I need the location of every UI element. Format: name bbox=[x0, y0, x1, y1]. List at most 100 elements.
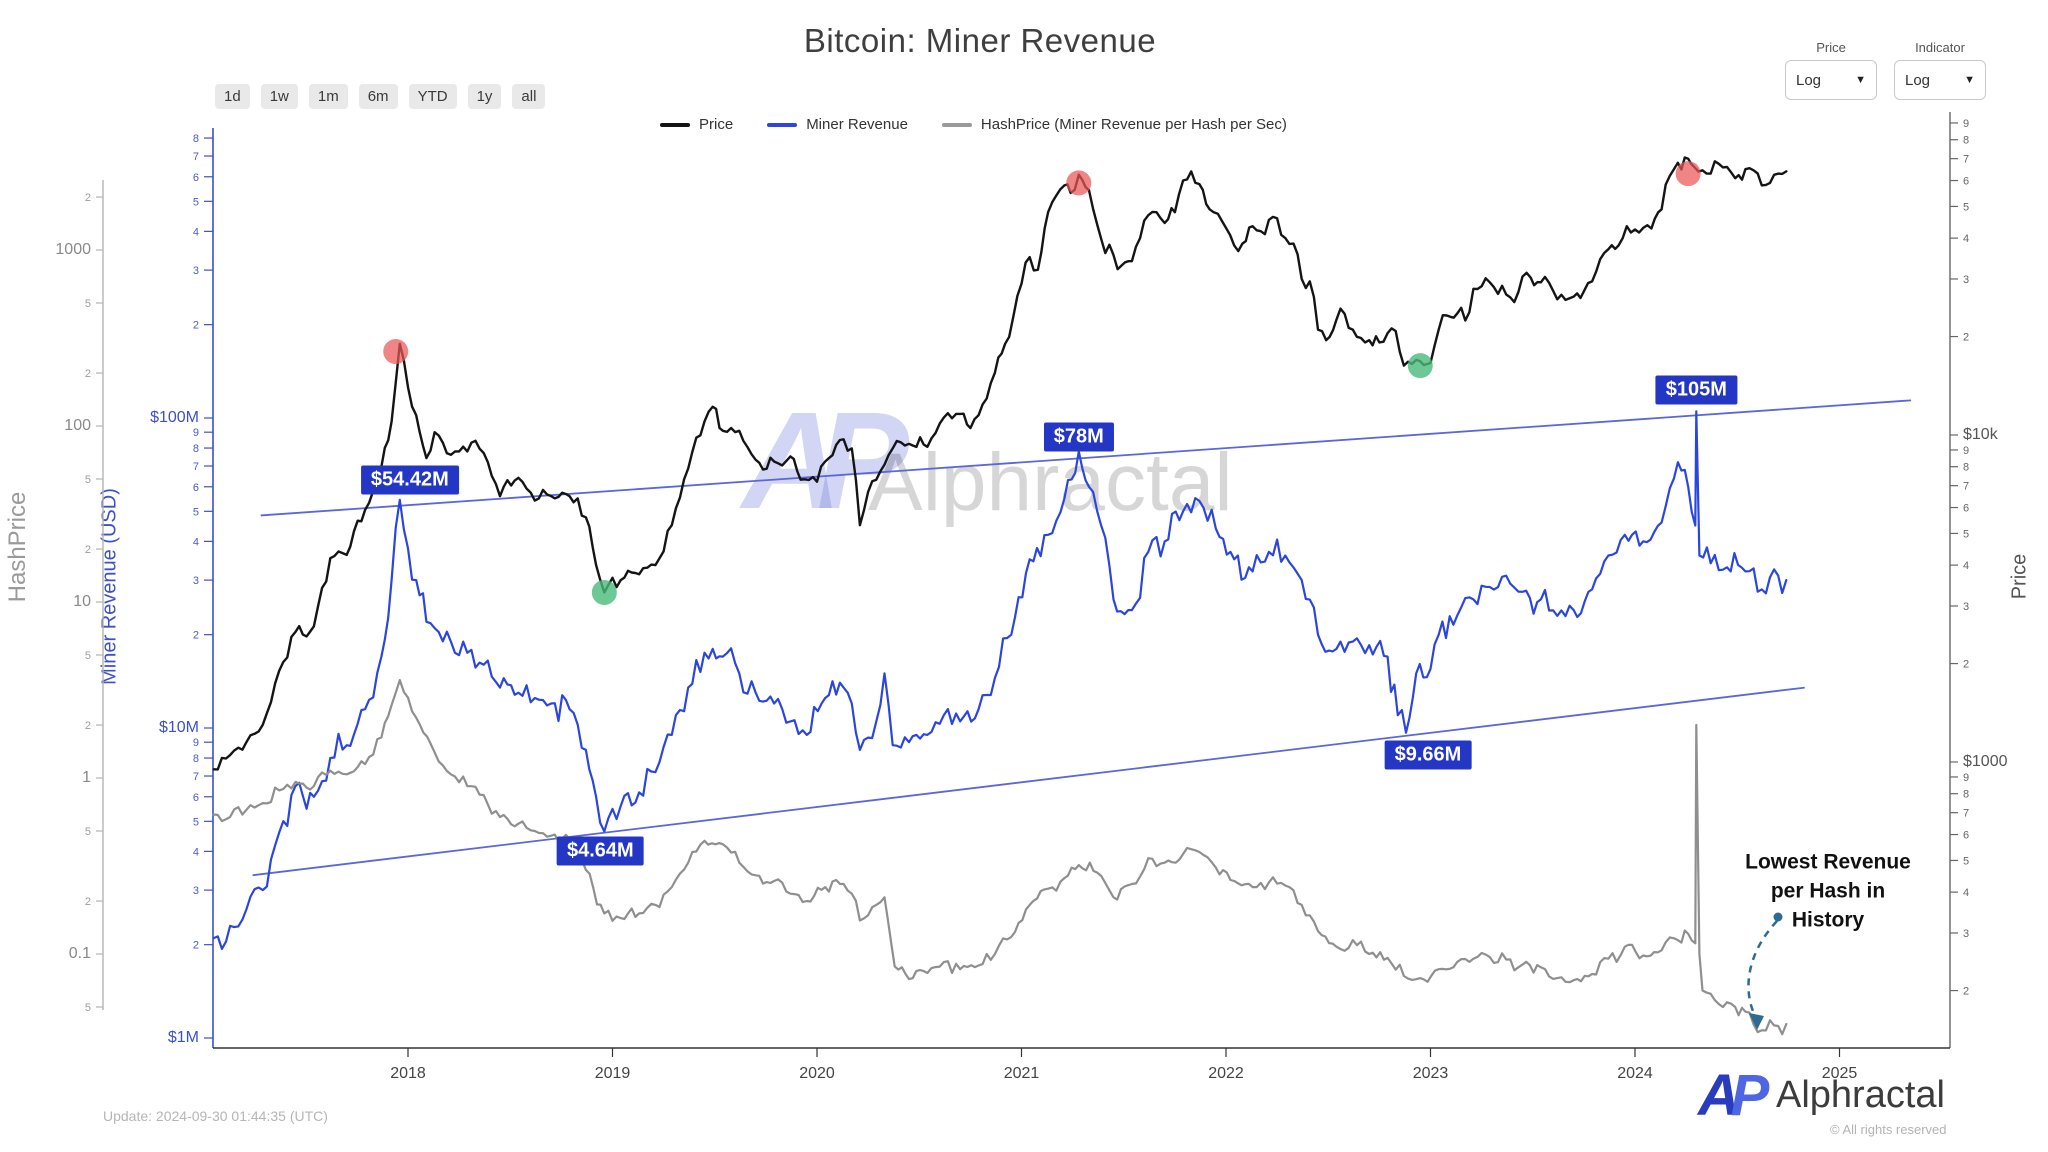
x-axis-tick-label: 2023 bbox=[1413, 1065, 1449, 1082]
axis-tick-label: 3 bbox=[193, 575, 199, 587]
axis-tick-label: 4 bbox=[193, 226, 199, 238]
legend-item-price[interactable]: Price bbox=[660, 116, 733, 133]
axis-tick-label: 6 bbox=[193, 792, 199, 804]
axis-tick-label: 2 bbox=[85, 544, 91, 556]
axis-tick-label: 6 bbox=[1963, 176, 1969, 188]
range-button-1w[interactable]: 1w bbox=[260, 84, 298, 109]
axis-tick-label: 9 bbox=[1963, 118, 1969, 130]
axis-tick-label: 1 bbox=[82, 769, 91, 786]
axis-tick-label: 6 bbox=[193, 172, 199, 184]
axis-tick-label: 3 bbox=[1963, 274, 1969, 286]
axis-tick-label: 8 bbox=[193, 133, 199, 145]
axis-tick-label: 5 bbox=[85, 826, 91, 838]
series-price bbox=[212, 156, 1788, 771]
indicator-scale-dropdown-group: Indicator Log ▼ bbox=[1894, 40, 1986, 100]
red-cycle-marker bbox=[383, 339, 409, 365]
axis-tick-label: 8 bbox=[1963, 462, 1969, 474]
trendline bbox=[260, 399, 1912, 517]
chart-legend: Price Miner Revenue HashPrice (Miner Reven… bbox=[660, 116, 1287, 133]
axis-tick-label: 3 bbox=[193, 265, 199, 277]
green-cycle-marker bbox=[1407, 353, 1433, 379]
axis-tick-label: 5 bbox=[85, 298, 91, 310]
chevron-down-icon: ▼ bbox=[1855, 74, 1866, 86]
axis-tick-label: 8 bbox=[193, 753, 199, 765]
price-scale-value: Log bbox=[1796, 71, 1822, 89]
x-axis-tick-label: 2025 bbox=[1822, 1065, 1858, 1082]
axis-tick-label: $10k bbox=[1963, 426, 1999, 443]
price-scale-select[interactable]: Log ▼ bbox=[1785, 60, 1877, 100]
axis-tick-label: 7 bbox=[193, 771, 199, 783]
range-button-ytd[interactable]: YTD bbox=[408, 84, 457, 109]
axis-tick-label: 9 bbox=[1963, 445, 1969, 457]
range-button-all[interactable]: all bbox=[512, 84, 546, 109]
axis-tick-label: 5 bbox=[85, 650, 91, 662]
axis-tick-label: 2 bbox=[85, 192, 91, 204]
brand-name: Alphractal bbox=[1776, 1074, 1945, 1116]
axis-tick-label: 5 bbox=[1963, 855, 1969, 867]
axis-tick-label: 5 bbox=[85, 1002, 91, 1014]
axis-tick-label: 2 bbox=[85, 896, 91, 908]
range-button-1y[interactable]: 1y bbox=[467, 84, 502, 109]
axis-tick-label: 2 bbox=[193, 320, 199, 332]
x-axis-tick-label: 2018 bbox=[390, 1065, 426, 1082]
axis-tick-label: 9 bbox=[193, 427, 199, 439]
axis-tick-label: 7 bbox=[193, 461, 199, 473]
axis-tick-label: 7 bbox=[1963, 154, 1969, 166]
range-button-1m[interactable]: 1m bbox=[308, 84, 348, 109]
legend-item-hashprice[interactable]: HashPrice (Miner Revenue per Hash per Se… bbox=[941, 116, 1287, 133]
range-button-1d[interactable]: 1d bbox=[215, 84, 250, 109]
price-dropdown-label: Price bbox=[1816, 40, 1846, 55]
axis-tick-label: 7 bbox=[193, 151, 199, 163]
axis-tick-label: 2 bbox=[85, 720, 91, 732]
x-axis-tick-label: 2019 bbox=[595, 1065, 631, 1082]
axis-tick-label: 6 bbox=[1963, 503, 1969, 515]
indicator-scale-select[interactable]: Log ▼ bbox=[1894, 60, 1986, 100]
axis-tick-label: 4 bbox=[193, 536, 199, 548]
axis-tick-label: 9 bbox=[1963, 772, 1969, 784]
axis-tick-label: 5 bbox=[193, 816, 199, 828]
axis-tick-label: 5 bbox=[85, 474, 91, 486]
axis-tick-label: 3 bbox=[1963, 601, 1969, 613]
green-cycle-marker bbox=[591, 579, 617, 605]
red-cycle-marker bbox=[1066, 170, 1092, 196]
axis-tick-label: 5 bbox=[1963, 201, 1969, 213]
axis-tick-label: 2 bbox=[85, 368, 91, 380]
axis-tick-label: 2 bbox=[1963, 659, 1969, 671]
axis-tick-label: 4 bbox=[1963, 560, 1969, 572]
x-axis-tick-label: 2022 bbox=[1208, 1065, 1244, 1082]
indicator-scale-value: Log bbox=[1905, 71, 1931, 89]
axis-tick-label: $100M bbox=[150, 409, 199, 426]
axis-tick-label: 5 bbox=[193, 506, 199, 518]
axis-tick-label: 4 bbox=[1963, 233, 1969, 245]
axis-tick-label: $1000 bbox=[1963, 753, 2008, 770]
axis-tick-label: 7 bbox=[1963, 808, 1969, 820]
axis-tick-label: 2 bbox=[193, 940, 199, 952]
arrow-head-icon bbox=[1749, 1013, 1764, 1030]
legend-label: HashPrice (Miner Revenue per Hash per Se… bbox=[980, 116, 1287, 133]
legend-swatch bbox=[767, 122, 798, 127]
axis-tick-label: 1000 bbox=[55, 241, 91, 258]
axis-tick-label: 9 bbox=[193, 737, 199, 749]
axis-tick-label: 8 bbox=[1963, 135, 1969, 147]
arrow-start-dot bbox=[1773, 912, 1783, 922]
axis-tick-label: 3 bbox=[193, 885, 199, 897]
x-axis-tick-label: 2024 bbox=[1617, 1065, 1653, 1082]
axis-tick-label: 8 bbox=[1963, 789, 1969, 801]
legend-swatch bbox=[941, 122, 972, 127]
axis-tick-label: 5 bbox=[1963, 528, 1969, 540]
alphractal-logo-icon: AP bbox=[1698, 1062, 1769, 1129]
page-title: Bitcoin: Miner Revenue bbox=[803, 22, 1157, 59]
series-miner-revenue bbox=[212, 410, 1788, 950]
axis-tick-label: 2 bbox=[1963, 986, 1969, 998]
axis-tick-label: 6 bbox=[193, 482, 199, 494]
indicator-dropdown-label: Indicator bbox=[1915, 40, 1965, 55]
range-button-6m[interactable]: 6m bbox=[358, 84, 398, 109]
legend-item-miner[interactable]: Miner Revenue bbox=[767, 116, 908, 133]
legend-swatch bbox=[660, 122, 690, 127]
axis-tick-label: 2 bbox=[1963, 332, 1969, 344]
axis-tick-label: 5 bbox=[193, 196, 199, 208]
axis-tick-label: $1M bbox=[168, 1029, 199, 1046]
trendline bbox=[252, 686, 1805, 877]
axis-tick-label: 4 bbox=[193, 846, 199, 858]
